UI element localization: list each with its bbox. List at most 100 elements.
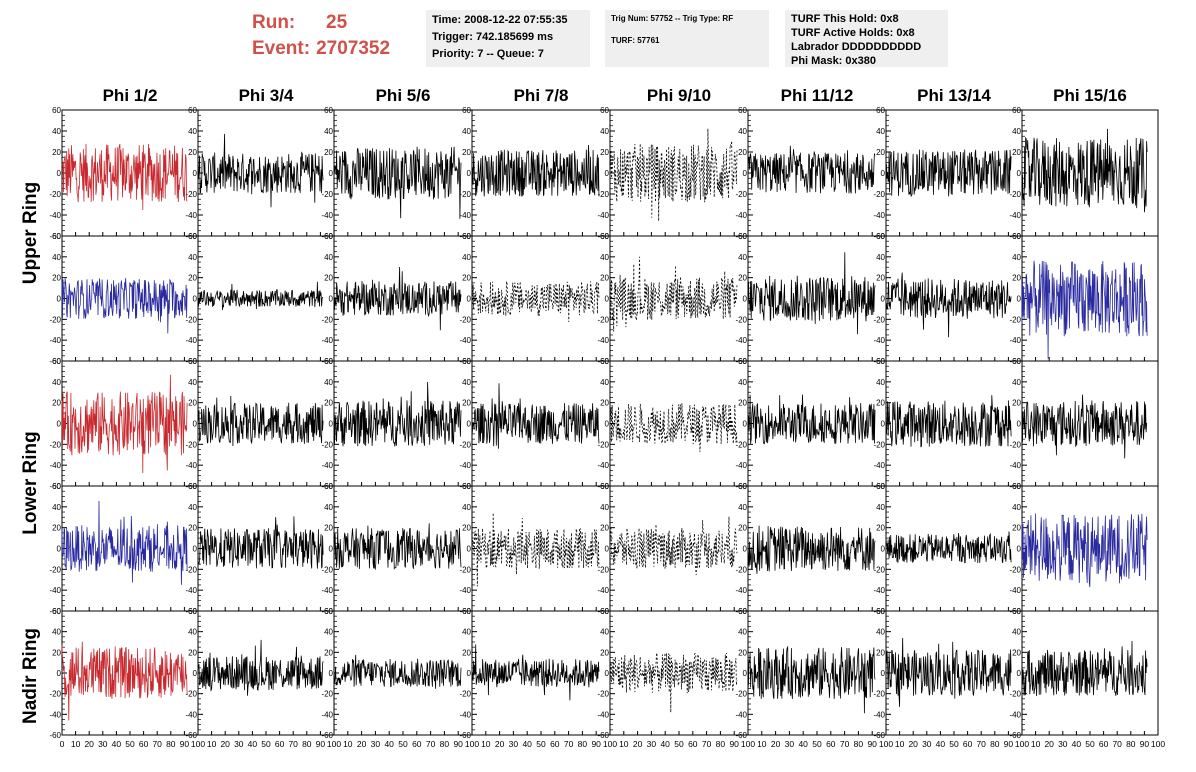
y-tick-label: 0 bbox=[467, 669, 472, 678]
y-tick-label: -20 bbox=[185, 565, 197, 574]
x-tick-label: 60 bbox=[688, 739, 698, 749]
x-tick-label: 10 bbox=[1031, 739, 1041, 749]
trigger-line: Trigger: 742.185699 ms bbox=[432, 31, 554, 43]
y-tick-label: -40 bbox=[459, 211, 471, 220]
y-tick-label: 60 bbox=[188, 357, 197, 366]
y-tick-label: 60 bbox=[462, 607, 471, 616]
run-label: Run: bbox=[252, 12, 296, 33]
y-tick-label: -60 bbox=[49, 232, 61, 241]
y-tick-label: 20 bbox=[876, 524, 885, 533]
x-tick-label: 60 bbox=[826, 739, 836, 749]
y-tick-label: 0 bbox=[743, 545, 748, 554]
x-tick-label: 50 bbox=[949, 739, 959, 749]
y-tick-label: 0 bbox=[193, 420, 198, 429]
y-tick-label: 20 bbox=[324, 648, 333, 657]
y-tick-label: -40 bbox=[735, 461, 747, 470]
y-tick-label: 60 bbox=[1012, 357, 1021, 366]
x-tick-label: 50 bbox=[125, 739, 135, 749]
y-tick-label: 0 bbox=[57, 295, 62, 304]
y-tick-label: -40 bbox=[185, 710, 197, 719]
x-tick-label: 80 bbox=[1126, 739, 1136, 749]
y-tick-label: -20 bbox=[459, 315, 471, 324]
y-tick-label: 60 bbox=[1012, 232, 1021, 241]
waveform-r4-c6 bbox=[885, 637, 1012, 707]
x-tick-label: 20 bbox=[84, 739, 94, 749]
y-tick-label: 20 bbox=[324, 274, 333, 283]
y-tick-label: -20 bbox=[185, 190, 197, 199]
y-tick-label: 40 bbox=[462, 127, 471, 136]
x-tick-label: 40 bbox=[384, 739, 394, 749]
y-tick-label: -40 bbox=[597, 710, 609, 719]
y-tick-label: 20 bbox=[52, 148, 61, 157]
y-tick-label: 0 bbox=[605, 420, 610, 429]
y-tick-label: -20 bbox=[597, 190, 609, 199]
waveform-r4-c5 bbox=[747, 645, 876, 714]
y-tick-label: 60 bbox=[876, 357, 885, 366]
y-tick-label: -40 bbox=[735, 211, 747, 220]
x-tick-label: 70 bbox=[152, 739, 162, 749]
y-tick-label: 60 bbox=[52, 106, 61, 115]
x-tick-label: 30 bbox=[922, 739, 932, 749]
x-tick-label: 90 bbox=[591, 739, 601, 749]
y-tick-label: -20 bbox=[185, 315, 197, 324]
y-tick-label: -20 bbox=[321, 315, 333, 324]
time-line: Time: 2008-12-22 07:55:35 bbox=[432, 14, 568, 26]
event-value: 2707352 bbox=[316, 38, 391, 59]
y-tick-label: -20 bbox=[459, 190, 471, 199]
x-tick-label: 50 bbox=[398, 739, 408, 749]
y-tick-label: 20 bbox=[1012, 148, 1021, 157]
x-tick-label: 10 bbox=[207, 739, 217, 749]
x-tick-label: 40 bbox=[1072, 739, 1082, 749]
x-tick-label: 40 bbox=[660, 739, 670, 749]
y-tick-label: -20 bbox=[735, 565, 747, 574]
y-tick-label: 60 bbox=[1012, 482, 1021, 491]
run-event-box: Run: 25 Event: 2707352 bbox=[252, 10, 390, 62]
y-tick-label: 60 bbox=[600, 607, 609, 616]
y-tick-label: 0 bbox=[881, 169, 886, 178]
y-tick-label: 40 bbox=[738, 378, 747, 387]
y-tick-label: -20 bbox=[185, 690, 197, 699]
y-tick-label: 20 bbox=[1012, 648, 1021, 657]
y-tick-label: 60 bbox=[738, 482, 747, 491]
y-tick-label: 40 bbox=[738, 628, 747, 637]
y-tick-label: -60 bbox=[49, 607, 61, 616]
y-tick-label: 40 bbox=[462, 628, 471, 637]
y-tick-label: -40 bbox=[49, 336, 61, 345]
x-tick-label: 50 bbox=[536, 739, 546, 749]
y-tick-label: 0 bbox=[881, 420, 886, 429]
trig-num-line: Trig Num: 57752 -- Trig Type: RF bbox=[611, 14, 734, 23]
y-tick-label: 0 bbox=[743, 420, 748, 429]
y-tick-label: -60 bbox=[597, 731, 609, 740]
y-tick-label: 40 bbox=[1012, 127, 1021, 136]
y-tick-label: 40 bbox=[1012, 378, 1021, 387]
y-tick-label: 60 bbox=[188, 607, 197, 616]
y-tick-label: 0 bbox=[57, 420, 62, 429]
y-tick-label: -40 bbox=[185, 586, 197, 595]
y-tick-label: 0 bbox=[881, 669, 886, 678]
y-tick-label: 0 bbox=[743, 169, 748, 178]
y-tick-label: -20 bbox=[321, 440, 333, 449]
y-tick-label: -40 bbox=[735, 336, 747, 345]
x-tick-label: 90 bbox=[1140, 739, 1150, 749]
trig-info-box: Trig Num: 57752 -- Trig Type: RF TURF: 5… bbox=[605, 10, 769, 67]
x-tick-label: 40 bbox=[248, 739, 258, 749]
y-tick-label: 20 bbox=[876, 274, 885, 283]
panel-frame-r3-c1 bbox=[197, 485, 335, 612]
x-tick-label: 10 bbox=[757, 739, 767, 749]
x-tick-label: 30 bbox=[371, 739, 381, 749]
y-tick-label: 20 bbox=[738, 399, 747, 408]
y-tick-label: 0 bbox=[193, 169, 198, 178]
y-tick-label: 60 bbox=[462, 106, 471, 115]
y-tick-label: 60 bbox=[462, 232, 471, 241]
x-tick-label: 30 bbox=[98, 739, 108, 749]
y-tick-label: -20 bbox=[1009, 315, 1021, 324]
y-tick-label: 20 bbox=[324, 399, 333, 408]
waveform-r1-c4 bbox=[609, 256, 738, 332]
y-tick-label: -40 bbox=[321, 710, 333, 719]
time-info-box: Time: 2008-12-22 07:55:35 Trigger: 742.1… bbox=[426, 10, 590, 67]
x-tick-label: 50 bbox=[261, 739, 271, 749]
y-tick-label: -20 bbox=[735, 690, 747, 699]
y-tick-label: -40 bbox=[459, 336, 471, 345]
y-tick-label: 40 bbox=[324, 127, 333, 136]
waveform-r2-c0 bbox=[61, 374, 188, 474]
